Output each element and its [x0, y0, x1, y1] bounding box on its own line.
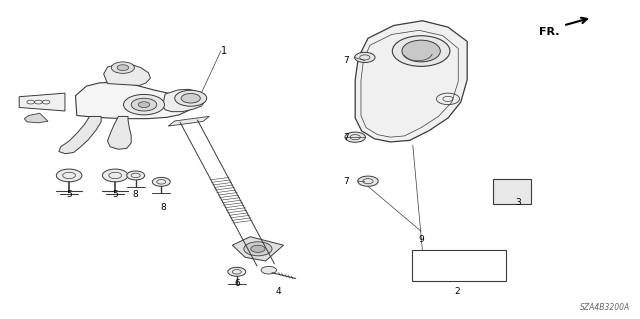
Text: 7: 7 — [343, 177, 349, 186]
Polygon shape — [355, 21, 467, 142]
Text: 3: 3 — [516, 198, 521, 207]
Polygon shape — [76, 82, 192, 119]
Text: 7: 7 — [343, 133, 349, 142]
Circle shape — [358, 176, 378, 186]
Circle shape — [152, 177, 170, 186]
Text: 9: 9 — [419, 235, 424, 244]
Text: 2: 2 — [455, 287, 460, 296]
Polygon shape — [59, 116, 101, 154]
Polygon shape — [24, 113, 48, 123]
Text: 8: 8 — [133, 190, 138, 199]
Circle shape — [124, 94, 164, 115]
Text: 8: 8 — [161, 203, 166, 212]
Circle shape — [127, 171, 145, 180]
Bar — [412, 250, 506, 281]
Circle shape — [345, 132, 365, 142]
Text: 7: 7 — [343, 56, 349, 65]
Circle shape — [175, 90, 207, 106]
Polygon shape — [168, 116, 209, 126]
Polygon shape — [108, 116, 131, 149]
Circle shape — [228, 267, 246, 276]
Polygon shape — [104, 64, 150, 85]
Circle shape — [355, 52, 375, 63]
Text: FR.: FR. — [540, 27, 560, 37]
Text: 5: 5 — [67, 190, 72, 199]
Circle shape — [117, 65, 129, 70]
Circle shape — [102, 169, 128, 182]
Circle shape — [131, 98, 157, 111]
Circle shape — [56, 169, 82, 182]
Circle shape — [244, 242, 272, 256]
Circle shape — [261, 266, 276, 274]
Bar — [493, 179, 531, 204]
Text: 1: 1 — [221, 46, 227, 56]
Text: SZA4B3200A: SZA4B3200A — [580, 303, 630, 312]
Polygon shape — [19, 93, 65, 111]
Ellipse shape — [392, 36, 450, 66]
Circle shape — [111, 62, 134, 73]
Circle shape — [138, 102, 150, 108]
Circle shape — [181, 93, 200, 103]
Ellipse shape — [402, 40, 440, 62]
Circle shape — [251, 245, 265, 252]
Polygon shape — [232, 237, 284, 261]
Text: 4: 4 — [276, 287, 281, 296]
Text: 5: 5 — [113, 190, 118, 199]
Polygon shape — [163, 89, 205, 112]
Text: 6: 6 — [234, 279, 239, 288]
